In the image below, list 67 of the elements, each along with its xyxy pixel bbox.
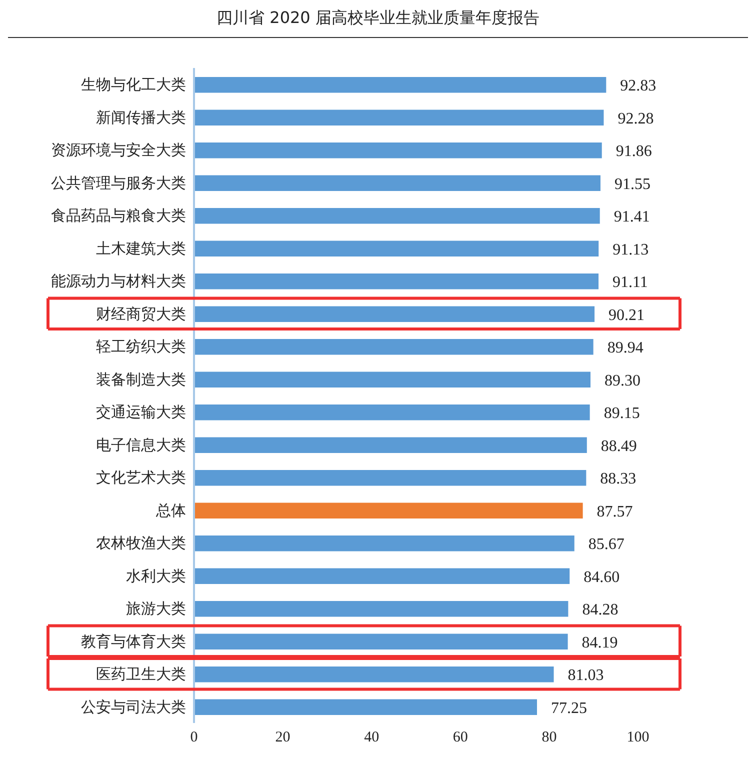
chart-title: 四川省 2020 届高校毕业生就业质量年度报告 — [8, 8, 748, 38]
data-label: 87.57 — [596, 503, 633, 520]
data-label: 81.03 — [568, 667, 604, 684]
data-label: 88.49 — [600, 438, 637, 455]
x-tick-label: 0 — [190, 730, 198, 746]
bar — [194, 175, 600, 191]
bar — [194, 274, 599, 290]
data-label: 84.60 — [584, 568, 620, 586]
y-tick-label: 装备制造大类 — [96, 370, 186, 388]
data-label: 91.11 — [612, 274, 648, 292]
bar — [194, 110, 604, 126]
data-label: 89.94 — [607, 340, 644, 357]
bar — [194, 601, 568, 617]
data-label: 85.67 — [588, 536, 624, 554]
y-tick-label: 农林牧渔大类 — [96, 534, 186, 552]
data-label: 89.15 — [604, 405, 640, 422]
x-tick-label: 80 — [542, 730, 557, 746]
x-tick-label: 20 — [275, 730, 290, 746]
y-tick-label: 交通运输大类 — [96, 403, 186, 422]
y-tick-label: 医药卫生大类 — [96, 665, 186, 684]
data-label: 91.86 — [616, 143, 652, 160]
y-tick-label: 能源动力与材料大类 — [51, 272, 186, 290]
y-tick-label: 公共管理与服务大类 — [51, 174, 186, 192]
bar — [194, 502, 583, 518]
y-tick-label: 轻工纺织大类 — [96, 338, 186, 356]
bar — [194, 666, 554, 682]
data-label: 92.83 — [620, 78, 656, 95]
y-tick-label: 公安与司法大类 — [81, 698, 186, 716]
y-tick-label: 财经商贸大类 — [96, 304, 186, 323]
data-label: 91.13 — [612, 241, 649, 258]
bar — [194, 240, 599, 256]
x-tick-label: 100 — [626, 730, 650, 746]
y-tick-label: 资源环境与安全大类 — [51, 141, 186, 160]
data-label: 91.41 — [614, 208, 650, 226]
bar — [194, 536, 574, 552]
bar — [194, 306, 595, 322]
data-label: 89.30 — [604, 372, 640, 390]
data-label: 84.28 — [582, 602, 618, 619]
y-tick-label: 土木建筑大类 — [96, 239, 186, 258]
y-tick-label: 新闻传播大类 — [96, 108, 186, 126]
bar — [194, 437, 587, 453]
bar — [194, 404, 590, 420]
x-tick-label: 60 — [452, 730, 468, 746]
y-tick-label: 教育与体育大类 — [81, 632, 186, 650]
bar — [194, 470, 586, 486]
y-tick-label: 文化艺术大类 — [96, 468, 186, 487]
y-tick-label: 电子信息大类 — [96, 436, 186, 454]
y-tick-label: 生物与化工大类 — [81, 76, 186, 94]
data-label: 84.19 — [582, 634, 618, 652]
bar — [194, 339, 594, 355]
y-tick-label: 水利大类 — [126, 566, 186, 585]
data-label: 77.25 — [550, 700, 587, 717]
y-tick-label: 旅游大类 — [126, 600, 186, 618]
bar — [194, 634, 568, 650]
bar — [194, 699, 537, 715]
bar — [194, 142, 602, 158]
bar — [194, 372, 590, 388]
data-label: 91.55 — [614, 176, 650, 193]
bar — [194, 568, 570, 584]
bar — [194, 208, 600, 224]
x-tick-label: 40 — [364, 730, 380, 746]
y-tick-label: 总体 — [155, 501, 186, 520]
data-label: 90.21 — [608, 306, 645, 324]
data-label: 92.28 — [618, 110, 654, 128]
y-tick-label: 食品药品与粮食大类 — [51, 206, 186, 225]
bar — [194, 77, 606, 93]
data-label: 88.33 — [600, 470, 636, 488]
